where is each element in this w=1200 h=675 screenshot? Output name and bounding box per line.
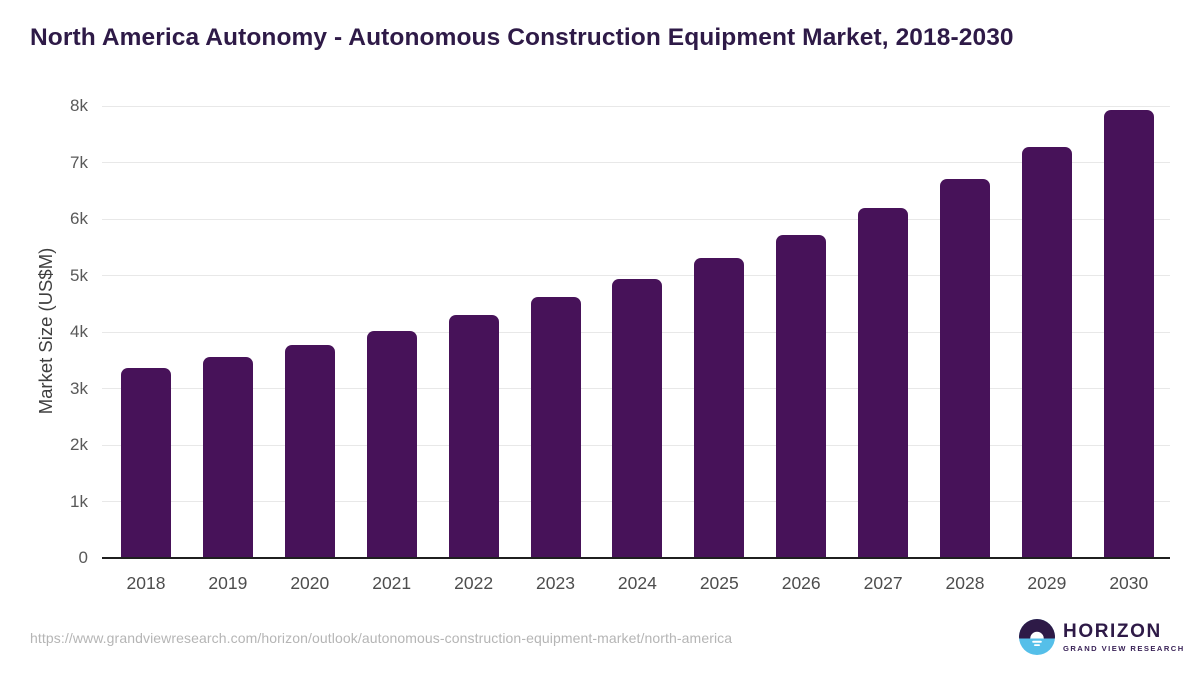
x-tick-label-2026: 2026 (781, 573, 821, 593)
chart-title: North America Autonomy - Autonomous Cons… (30, 24, 1014, 51)
y-tick-label-3k: 3k (70, 378, 88, 398)
y-tick-label-2k: 2k (70, 435, 88, 455)
x-tick-label-2028: 2028 (945, 573, 985, 593)
y-tick-label-5k: 5k (70, 265, 88, 285)
gridline-8k (102, 105, 1170, 107)
x-tick-label-2018: 2018 (126, 573, 166, 593)
gridline-7k (102, 162, 1170, 164)
logo-tagline: GRAND VIEW RESEARCH (1063, 644, 1185, 653)
y-tick-label-6k: 6k (70, 209, 88, 229)
bar-2028 (940, 178, 990, 557)
horizon-logo: HORIZON GRAND VIEW RESEARCH (1019, 619, 1185, 655)
x-tick-label-2024: 2024 (617, 573, 657, 593)
x-tick-label-2027: 2027 (863, 573, 903, 593)
source-url: https://www.grandviewresearch.com/horizo… (30, 630, 733, 646)
x-tick-label-2021: 2021 (372, 573, 412, 593)
y-tick-label-7k: 7k (70, 152, 88, 172)
bar-2018 (121, 368, 171, 557)
x-tick-label-2020: 2020 (290, 573, 330, 593)
bar-2030 (1103, 109, 1154, 557)
bar-2027 (858, 208, 909, 557)
sunset-horizon-icon (1019, 619, 1055, 655)
gridline-6k (102, 218, 1170, 220)
bar-2019 (202, 357, 253, 557)
y-tick-label-1k: 1k (70, 491, 88, 511)
y-tick-label-8k: 8k (70, 96, 88, 116)
logo-brand-name: HORIZON (1063, 621, 1162, 642)
bar-2025 (694, 257, 745, 557)
bar-2020 (284, 344, 335, 557)
bar-2023 (530, 297, 581, 557)
x-tick-label-2023: 2023 (536, 573, 575, 593)
x-axis-baseline (102, 557, 1170, 559)
bar-2026 (776, 234, 827, 557)
bar-2024 (612, 278, 663, 557)
x-tick-label-2029: 2029 (1027, 573, 1067, 593)
logo-text: HORIZON GRAND VIEW RESEARCH (1063, 621, 1185, 653)
y-tick-label-4k: 4k (70, 322, 88, 342)
x-tick-label-2025: 2025 (699, 573, 739, 593)
x-tick-label-2022: 2022 (454, 573, 494, 593)
y-tick-label-0: 0 (78, 548, 88, 567)
x-tick-label-2019: 2019 (208, 573, 248, 593)
x-tick-label-2030: 2030 (1109, 573, 1149, 593)
bar-2021 (366, 331, 417, 557)
gridline-5k (102, 275, 1170, 277)
bar-2029 (1021, 146, 1072, 557)
bar-2022 (448, 314, 499, 557)
